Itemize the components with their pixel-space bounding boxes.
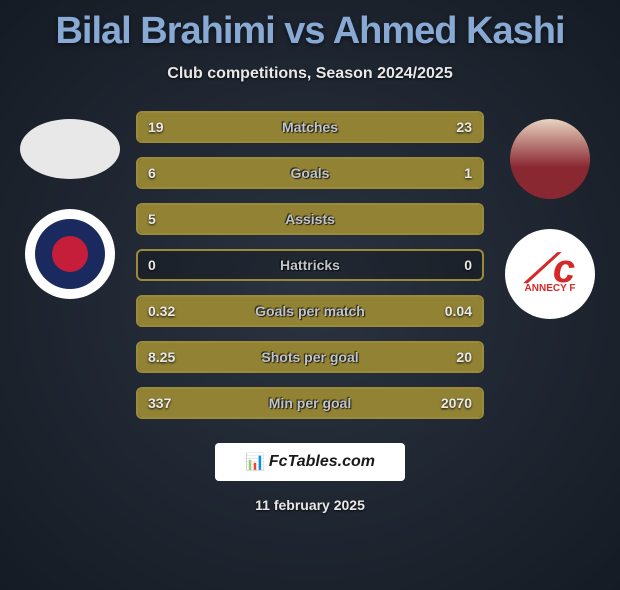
chart-icon: 📊	[245, 452, 265, 472]
subtitle: Club competitions, Season 2024/2025	[0, 65, 620, 83]
stats-list: 19 Matches 23 6 Goals 1 5 Assists 0 Hattricks 0 0.3…	[130, 111, 490, 419]
stat-bar-left	[138, 159, 430, 187]
stat-label: Hattricks	[280, 257, 340, 273]
stat-value-left: 0.32	[148, 303, 175, 319]
stat-value-right: 23	[456, 119, 472, 135]
player-left-club-logo	[25, 209, 115, 299]
footer-date: 11 february 2025	[0, 497, 620, 513]
stat-label: Min per goal	[269, 395, 351, 411]
page-title: Bilal Brahimi vs Ahmed Kashi	[0, 10, 620, 53]
brand-text: FcTables.com	[269, 453, 375, 471]
stat-row: 5 Assists	[136, 203, 484, 235]
stat-value-left: 8.25	[148, 349, 175, 365]
right-player-column: ⟋c ANNECY F	[490, 111, 610, 419]
player-left-avatar	[20, 119, 120, 179]
player-right-club-logo: ⟋c ANNECY F	[505, 229, 595, 319]
comparison-panel: 19 Matches 23 6 Goals 1 5 Assists 0 Hattricks 0 0.3…	[0, 111, 620, 419]
caen-badge-icon	[35, 219, 105, 289]
left-player-column	[10, 111, 130, 419]
annecy-badge-icon: ⟋c ANNECY F	[525, 255, 576, 294]
stat-row: 6 Goals 1	[136, 157, 484, 189]
stat-value-right: 0.04	[445, 303, 472, 319]
stat-row: 0 Hattricks 0	[136, 249, 484, 281]
stat-row: 8.25 Shots per goal 20	[136, 341, 484, 373]
stat-label: Matches	[282, 119, 338, 135]
stat-label: Goals per match	[255, 303, 365, 319]
stat-label: Assists	[285, 211, 335, 227]
stat-value-left: 19	[148, 119, 164, 135]
brand-logo: 📊 FcTables.com	[215, 443, 405, 481]
stat-value-right: 0	[464, 257, 472, 273]
player-right-avatar	[510, 119, 590, 199]
stat-bar-right	[430, 159, 482, 187]
stat-row: 337 Min per goal 2070	[136, 387, 484, 419]
stat-value-left: 0	[148, 257, 156, 273]
stat-label: Goals	[291, 165, 330, 181]
stat-value-left: 5	[148, 211, 156, 227]
stat-value-left: 337	[148, 395, 171, 411]
stat-row: 0.32 Goals per match 0.04	[136, 295, 484, 327]
stat-value-right: 2070	[441, 395, 472, 411]
stat-value-right: 20	[456, 349, 472, 365]
stat-value-right: 1	[464, 165, 472, 181]
stat-value-left: 6	[148, 165, 156, 181]
stat-row: 19 Matches 23	[136, 111, 484, 143]
stat-label: Shots per goal	[261, 349, 358, 365]
